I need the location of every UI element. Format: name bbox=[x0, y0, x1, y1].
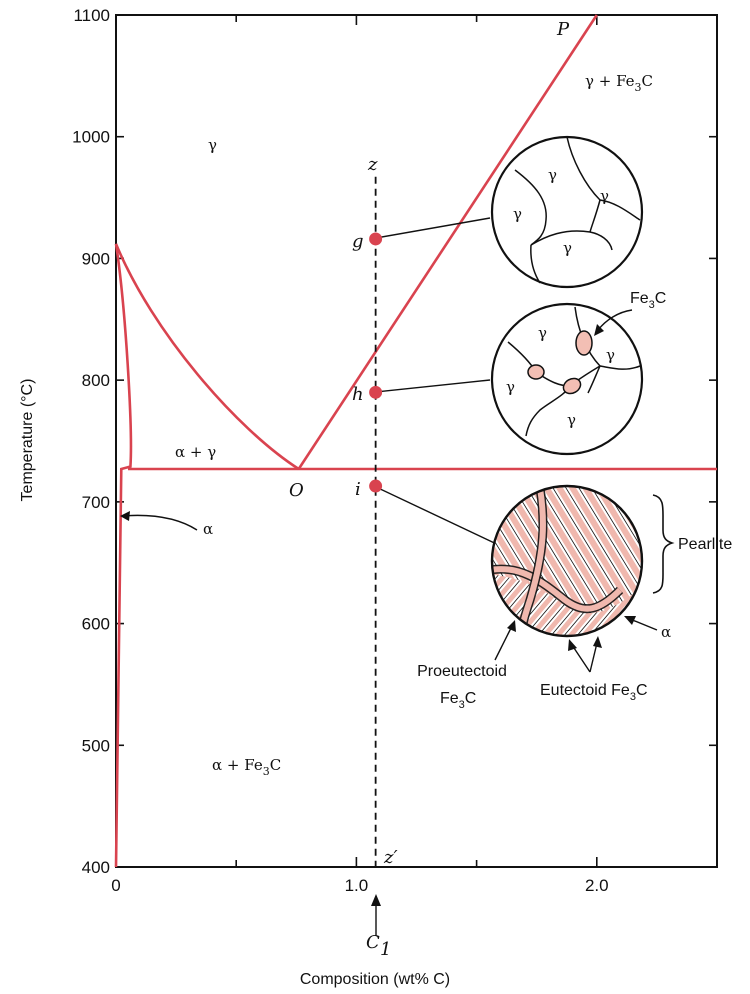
ferrite-lamella bbox=[637, 574, 641, 635]
x-tick-label: 0 bbox=[111, 876, 120, 895]
y-tick-label: 1100 bbox=[73, 6, 110, 25]
grain-label: γ bbox=[538, 324, 547, 342]
ferrite-lamella bbox=[665, 540, 750, 670]
region-alpha-gamma-label: α + γ bbox=[175, 443, 216, 461]
point-h bbox=[369, 385, 383, 399]
eutectoid-label: Eutectoid Fe3C bbox=[540, 682, 648, 703]
acm-solvus-line bbox=[297, 14, 598, 470]
eutectoid-callout: Eutectoid Fe3C bbox=[540, 636, 648, 703]
point-g-label: g bbox=[352, 231, 364, 252]
grain-label: γ bbox=[567, 411, 576, 429]
fe3c-particle bbox=[575, 330, 593, 356]
proeutectoid-label-line1: Proeutectoid bbox=[417, 663, 507, 680]
x-tick-label: 1.0 bbox=[345, 876, 369, 895]
region-gamma-fe3c-label: γ + Fe3C bbox=[585, 72, 653, 94]
leader-h bbox=[375, 379, 491, 393]
x-tick-label: 2.0 bbox=[585, 876, 609, 895]
lamella-edge bbox=[493, 574, 568, 635]
proeutectoid-label-line2: Fe3C bbox=[440, 690, 476, 711]
y-tick-label: 1000 bbox=[72, 128, 110, 147]
c1-subscript: 1 bbox=[380, 939, 391, 960]
lamella-edge bbox=[495, 574, 607, 635]
microstructure-g-circle: γ γ γ γ bbox=[490, 135, 644, 289]
z-prime-label: z′ bbox=[383, 847, 398, 868]
lamella-edge bbox=[580, 487, 641, 635]
point-i bbox=[369, 479, 383, 493]
grain-label: γ bbox=[513, 205, 522, 223]
plot-frame bbox=[115, 14, 718, 868]
region-alpha-fe3c-label: α + Fe3C bbox=[212, 756, 281, 778]
pearlite-label: Pearlite bbox=[678, 536, 732, 553]
alpha-region-callout: α bbox=[120, 511, 213, 538]
x-axis-title: Composition (wt% C) bbox=[300, 971, 450, 988]
point-o-label: O bbox=[289, 480, 304, 501]
lamella-edge bbox=[493, 487, 497, 635]
ferrite-lamella bbox=[630, 487, 641, 635]
lamella-edge bbox=[665, 540, 750, 670]
leader-g bbox=[375, 217, 491, 239]
lamella-edge bbox=[567, 487, 641, 635]
y-axis-title: Temperature (°C) bbox=[19, 379, 36, 502]
lamella-edge bbox=[659, 470, 750, 650]
composition-marker-c1: C 1 bbox=[366, 894, 391, 960]
ferrite-lamella bbox=[366, 540, 476, 670]
y-tick-label: 400 bbox=[82, 858, 110, 877]
alpha-solvus-line bbox=[114, 243, 133, 868]
c1-label: C bbox=[366, 932, 380, 953]
ferrite-label: α bbox=[661, 623, 671, 641]
ferrite-lamella bbox=[493, 487, 499, 635]
lamella-edge bbox=[632, 487, 641, 635]
fe3c-particle bbox=[527, 364, 545, 380]
leader-i bbox=[375, 486, 506, 549]
proeutectoid-callout: Proeutectoid Fe3C bbox=[417, 620, 516, 711]
x-axis-ticks: 0 1.0 2.0 bbox=[111, 15, 718, 895]
lamella-edge bbox=[366, 540, 476, 670]
fe3c-callout: Fe3C bbox=[594, 290, 666, 336]
lamella-edge bbox=[554, 487, 641, 635]
point-h-label: h bbox=[352, 384, 364, 405]
microstructure-h-circle: γ γ γ γ bbox=[490, 302, 644, 456]
grain-label: γ bbox=[548, 166, 557, 184]
ferrite-lamella bbox=[493, 574, 504, 635]
ferrite-callout: α bbox=[624, 616, 671, 641]
y-tick-label: 600 bbox=[82, 615, 110, 634]
ferrite-lamella bbox=[659, 470, 750, 650]
grain-label: γ bbox=[563, 239, 572, 257]
point-i-label: i bbox=[355, 479, 361, 500]
lamella-edge bbox=[508, 574, 620, 635]
y-tick-label: 700 bbox=[82, 493, 110, 512]
lamella-edge bbox=[638, 574, 641, 635]
fe3c-particle bbox=[562, 377, 582, 395]
pearlite-brace: Pearlite bbox=[652, 494, 732, 594]
ferrite-lamella bbox=[379, 540, 489, 670]
y-tick-label: 500 bbox=[82, 736, 110, 755]
y-tick-label: 900 bbox=[82, 249, 110, 268]
grain-label: γ bbox=[606, 346, 615, 364]
grain-label: γ bbox=[506, 378, 515, 396]
point-p-label: P bbox=[556, 19, 570, 40]
microstructure-i-circle bbox=[366, 470, 750, 670]
fe3c-callout-label: Fe3C bbox=[630, 290, 666, 311]
alpha-callout-label: α bbox=[203, 520, 213, 538]
lamella-edge bbox=[652, 540, 750, 670]
lamella-edge bbox=[493, 574, 594, 635]
region-gamma-label: γ bbox=[208, 136, 217, 154]
y-tick-label: 800 bbox=[82, 371, 110, 390]
lamella-edge bbox=[379, 540, 489, 670]
lamella-edge bbox=[493, 574, 503, 635]
y-axis-ticks: 400 500 600 700 800 900 1000 1100 bbox=[72, 6, 717, 877]
z-label: z bbox=[367, 154, 378, 175]
ferrite-lamella bbox=[652, 540, 750, 670]
gamma-alpha-boundary-line bbox=[114, 243, 300, 471]
point-g bbox=[369, 232, 383, 246]
grain-label: γ bbox=[600, 187, 609, 205]
